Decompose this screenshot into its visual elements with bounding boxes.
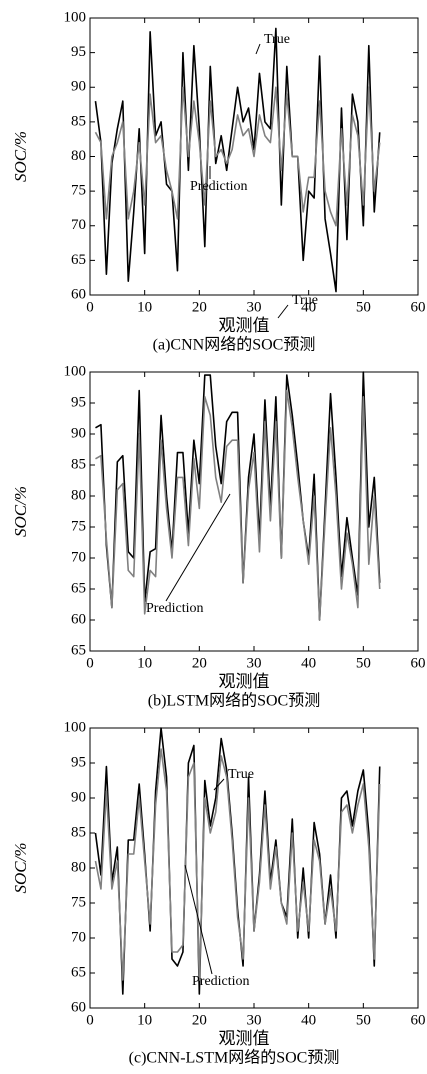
y-tick-label: 90 <box>71 79 86 95</box>
y-tick-label: 80 <box>71 148 86 164</box>
y-tick-label: 80 <box>71 487 86 503</box>
x-tick-label: 0 <box>86 655 94 671</box>
annotation-arrow <box>255 43 261 55</box>
x-axis-label: 观测值 <box>219 672 270 691</box>
annotation-arrow <box>184 864 213 975</box>
x-tick-label: 10 <box>137 655 152 671</box>
y-tick-label: 100 <box>64 719 87 735</box>
legend-label: True <box>264 32 290 47</box>
legend-label: True <box>228 767 254 782</box>
x-tick-label: 50 <box>356 299 371 315</box>
chart-panel: 0 10 20 30 40 50 60 60 65 70 75 80 85 90 95 100 观测值(c)CN… <box>11 719 426 1066</box>
x-axis-label: 观测值 <box>219 316 270 335</box>
y-tick-label: 85 <box>71 824 86 840</box>
x-tick-label: 60 <box>411 299 426 315</box>
x-tick-label: 50 <box>356 1012 371 1028</box>
x-axis-label: 观测值 <box>219 1029 270 1048</box>
y-tick-label: 90 <box>71 425 86 441</box>
y-axis-label: SOC/% <box>11 486 30 537</box>
x-tick-label: 50 <box>356 655 371 671</box>
y-tick-label: 75 <box>71 894 86 910</box>
x-tick-label: 60 <box>411 1012 426 1028</box>
y-tick-label: 70 <box>71 929 86 945</box>
x-tick-label: 40 <box>301 655 316 671</box>
x-tick-label: 40 <box>301 299 316 315</box>
y-tick-label: 60 <box>71 286 86 302</box>
annotation-arrow <box>277 304 289 319</box>
series-line <box>94 86 381 227</box>
x-tick-label: 30 <box>247 1012 262 1028</box>
chart-panel: 0 10 20 30 40 50 60 60 65 70 75 80 85 90 95 100 观测值(a)CN… <box>11 9 426 353</box>
y-tick-label: 95 <box>71 754 86 770</box>
y-tick-label: 65 <box>71 964 86 980</box>
x-tick-label: 40 <box>301 1012 316 1028</box>
annotation-arrow <box>213 778 225 791</box>
y-tick-label: 75 <box>71 518 86 534</box>
x-tick-label: 30 <box>247 299 262 315</box>
y-axis-label: SOC/% <box>11 843 30 894</box>
caption: (c)CNN-LSTM网络的SOC预测 <box>129 1048 340 1067</box>
chart-panel: 0 10 20 30 40 50 60656065707580859095100观测值(b)… <box>11 293 426 709</box>
x-tick-label: 20 <box>192 1012 207 1028</box>
y-tick-label: 75 <box>71 183 86 199</box>
series-line <box>95 389 381 621</box>
y-tick-label: 65 <box>71 642 86 658</box>
x-tick-label: 20 <box>192 655 207 671</box>
series-line <box>94 748 381 981</box>
x-tick-label: 20 <box>192 299 207 315</box>
y-tick-label: 100 <box>64 9 87 25</box>
y-tick-label: 80 <box>71 859 86 875</box>
x-tick-label: 30 <box>247 655 262 671</box>
y-tick-label: 60 <box>71 999 86 1015</box>
y-tick-label: 85 <box>71 113 86 129</box>
series-line <box>94 27 381 293</box>
y-tick-label: 65 <box>71 252 86 268</box>
y-tick-label: 85 <box>71 456 86 472</box>
y-tick-label: 95 <box>71 44 86 60</box>
x-tick-label: 60 <box>411 655 426 671</box>
legend-label: Prediction <box>146 601 204 616</box>
x-tick-label: 0 <box>86 299 94 315</box>
legend-label: Prediction <box>190 179 248 194</box>
y-tick-label: 100 <box>64 363 87 379</box>
legend-label: True <box>292 293 318 308</box>
x-tick-label: 10 <box>137 299 152 315</box>
y-tick-label: 70 <box>71 549 86 565</box>
plot-frame <box>89 727 419 1009</box>
series-line <box>95 371 381 621</box>
x-tick-label: 10 <box>137 1012 152 1028</box>
legend-label: Prediction <box>192 974 250 989</box>
y-tick-label: 70 <box>71 217 86 233</box>
y-tick-label: 95 <box>71 394 86 410</box>
x-tick-label: 0 <box>86 1012 94 1028</box>
y-tick-label: 60 <box>71 611 86 627</box>
y-tick-label: 65 <box>71 580 86 596</box>
caption: (a)CNN网络的SOC预测 <box>153 335 316 354</box>
caption: (b)LSTM网络的SOC预测 <box>148 691 320 710</box>
annotation-arrow <box>165 493 231 602</box>
y-axis-label: SOC/% <box>11 131 30 182</box>
y-tick-label: 90 <box>71 789 86 805</box>
